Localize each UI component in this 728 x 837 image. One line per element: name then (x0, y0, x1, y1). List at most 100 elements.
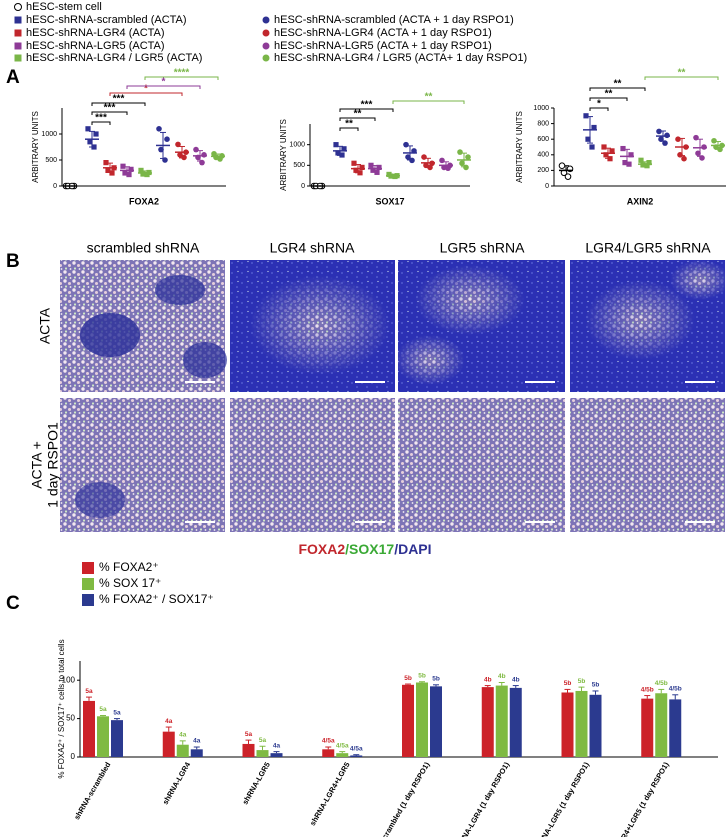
x-tick-label: shRNA-LGR4+LGR5 (308, 760, 352, 827)
micrograph (230, 398, 395, 532)
scale-bars (185, 381, 715, 523)
column-label: LGR4/LGR5 shRNA (585, 240, 711, 256)
significance-bracket (392, 100, 465, 104)
stain-legend: FOXA2/SOX17/DAPI (298, 541, 431, 557)
significance-bracket (109, 92, 183, 96)
legend-label: hESC-shRNA-LGR4 (ACTA + 1 day RSPO1) (274, 27, 492, 39)
data-point (664, 132, 670, 139)
bar (97, 716, 109, 757)
data-point (662, 140, 668, 146)
legend-marker (262, 29, 270, 37)
dark-patch (183, 342, 227, 378)
legend-marker (262, 54, 270, 62)
bar (83, 700, 95, 757)
row-label: 1 day RSPO1 (45, 422, 61, 508)
data-point (93, 131, 99, 137)
cell-cluster (570, 260, 725, 392)
data-point (701, 144, 707, 150)
bar-annotation: 4a (165, 718, 173, 725)
data-point (699, 155, 705, 161)
significance-bracket (644, 76, 719, 80)
bar-annotation: 4a (193, 738, 201, 745)
row-label: ACTA (37, 307, 53, 344)
data-point (695, 150, 701, 157)
legend-label: hESC-shRNA-LGR4 / LGR5 (ACTA+ 1 day RSPO… (274, 52, 527, 64)
significance-label: ** (678, 68, 686, 79)
panel-label: B (6, 251, 20, 272)
data-point (675, 136, 681, 142)
bar-annotation: 4/5a (336, 742, 349, 749)
legend-swatch (82, 594, 94, 606)
stain-part: FOXA2 (298, 541, 345, 557)
bar-annotation: 4b (484, 676, 492, 683)
data-point (374, 169, 380, 175)
significance-bracket (589, 97, 628, 101)
x-axis-label: FOXA2 (129, 196, 159, 206)
data-point (626, 161, 632, 167)
data-point (87, 139, 93, 145)
bar (162, 731, 175, 757)
data-point (120, 163, 126, 169)
data-point (156, 126, 162, 132)
legend-marker (14, 16, 22, 24)
y-tick-label: 600 (537, 136, 549, 143)
significance-bracket (91, 121, 111, 125)
legend-marker (262, 42, 270, 50)
dark-patch (75, 482, 125, 518)
data-point (335, 150, 341, 156)
data-point (193, 146, 199, 153)
data-point (392, 173, 398, 180)
significance-label: ** (345, 119, 353, 130)
row-label: ACTA + (29, 441, 45, 489)
legend-label: hESC-shRNA-scrambled (ACTA) (26, 14, 187, 26)
micrograph (570, 398, 725, 532)
bar (641, 698, 654, 757)
cell-cluster (230, 260, 395, 392)
data-point (457, 149, 463, 155)
significance-bracket (91, 102, 146, 106)
y-tick-label: 0 (301, 183, 305, 190)
significance-label: *** (104, 103, 116, 114)
y-tick-label: 0 (71, 752, 76, 761)
bar-annotation: 4a (273, 742, 281, 749)
column-label: LGR4 shRNA (270, 240, 355, 256)
y-axis-label: ARBITRARY UNITS (515, 111, 524, 183)
bar-annotation: 5a (259, 737, 267, 744)
data-point (564, 173, 572, 180)
significance-bracket (339, 127, 359, 131)
legend-marker (262, 16, 270, 24)
data-point (341, 146, 347, 152)
y-tick-label: 50 (66, 714, 75, 723)
x-tick-label: shRNA-LGR4 (161, 760, 193, 806)
bar (561, 692, 574, 757)
x-tick-label: shRNA-LGR4+LGR5 (1 day RSPO1) (600, 760, 671, 837)
dark-patch (155, 275, 205, 305)
stain-part: /DAPI (394, 541, 431, 557)
dark-patch (80, 313, 140, 357)
data-point (589, 144, 595, 150)
bar-annotation: 5b (418, 672, 426, 679)
bar-annotation: 5b (578, 678, 586, 685)
bar-annotation: 5a (99, 706, 107, 713)
x-tick-label: shRNA-LGR5 (1 day RSPO1) (533, 760, 592, 837)
y-axis-label: ARBITRARY UNITS (31, 111, 40, 183)
data-point (677, 152, 683, 158)
data-point (158, 146, 164, 153)
bar (336, 753, 349, 757)
panel-label: A (6, 67, 20, 88)
data-point (199, 159, 205, 166)
y-tick-label: 0 (53, 183, 57, 190)
bar (495, 685, 508, 757)
bar (350, 755, 363, 757)
column-label: scrambled shRNA (87, 240, 200, 256)
data-point (351, 160, 357, 166)
data-point (465, 154, 471, 160)
x-tick-label: shRNA-scrambled (1 day RSPO1) (364, 760, 431, 837)
legend-marker (14, 42, 22, 50)
data-point (427, 164, 433, 171)
data-point (162, 157, 168, 163)
legend-label: hESC-shRNA-LGR5 (ACTA) (26, 40, 165, 52)
legend-swatch (82, 562, 94, 574)
y-tick-label: 0 (545, 183, 549, 190)
data-point (403, 141, 409, 148)
